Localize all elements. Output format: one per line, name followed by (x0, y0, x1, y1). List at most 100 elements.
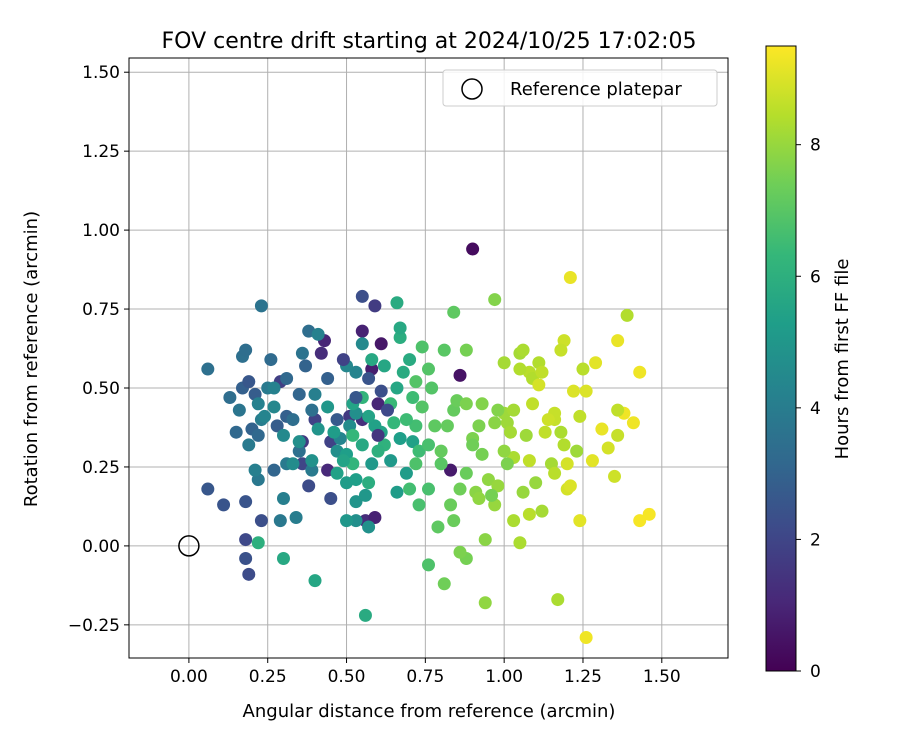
data-point (239, 533, 253, 547)
data-point (358, 488, 372, 502)
data-point (434, 457, 448, 471)
data-point (273, 514, 287, 528)
data-point (548, 466, 562, 480)
data-point (242, 375, 256, 389)
data-point (399, 413, 413, 427)
data-point (570, 444, 584, 458)
data-point (538, 425, 552, 439)
data-point (377, 359, 391, 373)
data-point (579, 630, 593, 644)
reference-platepar-marker (178, 535, 200, 557)
data-point (321, 400, 335, 414)
data-point (254, 514, 268, 528)
data-point (497, 444, 511, 458)
data-point (466, 438, 480, 452)
data-point (242, 567, 256, 581)
data-point (399, 466, 413, 480)
data-point (422, 362, 435, 376)
data-point (308, 574, 322, 588)
y-tick-label: 0.00 (82, 537, 120, 557)
data-point (349, 473, 363, 487)
data-point (497, 356, 511, 370)
x-tick-label: 0.75 (406, 667, 444, 687)
data-point (251, 536, 265, 550)
data-point (567, 384, 581, 398)
data-point (453, 545, 467, 559)
y-tick-label: 1.25 (82, 142, 120, 162)
data-point (390, 296, 404, 310)
data-point (346, 428, 360, 442)
data-point (535, 504, 549, 518)
data-point (422, 558, 435, 572)
chart-title: FOV centre drift starting at 2024/10/25 … (162, 29, 697, 54)
data-point (535, 365, 549, 379)
data-point (229, 425, 243, 439)
data-point (311, 422, 325, 436)
data-point (633, 514, 647, 528)
data-point (362, 476, 376, 490)
colorbar-tick-label: 8 (810, 136, 821, 156)
data-point (365, 457, 379, 471)
data-point (358, 608, 372, 622)
x-axis-ticks: 0.00 0.25 0.50 0.75 1.00 1.25 1.50 (170, 658, 681, 687)
data-point (276, 492, 290, 506)
data-point (336, 353, 350, 367)
data-point (264, 353, 278, 367)
data-point (239, 552, 253, 566)
data-point (251, 397, 265, 411)
data-point (393, 432, 407, 446)
data-point (201, 362, 215, 376)
y-tick-label: 0.25 (82, 458, 120, 478)
data-point (403, 482, 417, 496)
data-point (563, 270, 577, 284)
data-point (466, 242, 480, 256)
data-point (560, 457, 574, 471)
data-point (368, 510, 382, 524)
data-point (626, 416, 640, 430)
data-point (406, 390, 420, 404)
data-point (519, 428, 533, 442)
data-point (589, 356, 603, 370)
colorbar: 0 2 4 6 8 Hours from first FF file (765, 45, 853, 682)
data-point (295, 346, 309, 360)
data-point (573, 409, 587, 423)
data-point (459, 397, 473, 411)
y-axis-label: Rotation from reference (arcmin) (21, 211, 42, 507)
data-point (349, 365, 363, 379)
data-point (409, 419, 423, 433)
data-point (239, 343, 253, 357)
data-point (554, 425, 568, 439)
data-point (349, 390, 363, 404)
data-point (286, 457, 300, 471)
data-point (365, 353, 379, 367)
data-point (459, 466, 473, 480)
colorbar-tick-label: 4 (810, 399, 821, 419)
data-point (437, 343, 451, 357)
data-point (507, 514, 521, 528)
y-tick-label: 0.75 (82, 300, 120, 320)
data-point (422, 482, 435, 496)
data-point (330, 466, 344, 480)
data-point (223, 390, 237, 404)
data-point (444, 498, 458, 512)
data-point (459, 343, 473, 357)
data-point (447, 514, 461, 528)
y-tick-label: 0.50 (82, 379, 120, 399)
data-point (409, 457, 423, 471)
data-point (280, 372, 294, 386)
data-point (324, 492, 338, 506)
x-tick-label: 1.50 (643, 667, 681, 687)
data-point (371, 428, 385, 442)
data-point (428, 419, 442, 433)
data-point (267, 381, 281, 395)
data-point (355, 324, 369, 338)
data-point (217, 498, 231, 512)
data-point (349, 514, 363, 528)
data-point (302, 479, 316, 493)
data-point (491, 403, 505, 417)
x-tick-label: 0.25 (249, 667, 287, 687)
colorbar-ticks: 0 2 4 6 8 (796, 136, 821, 682)
data-point (384, 454, 398, 468)
data-point (444, 463, 458, 477)
